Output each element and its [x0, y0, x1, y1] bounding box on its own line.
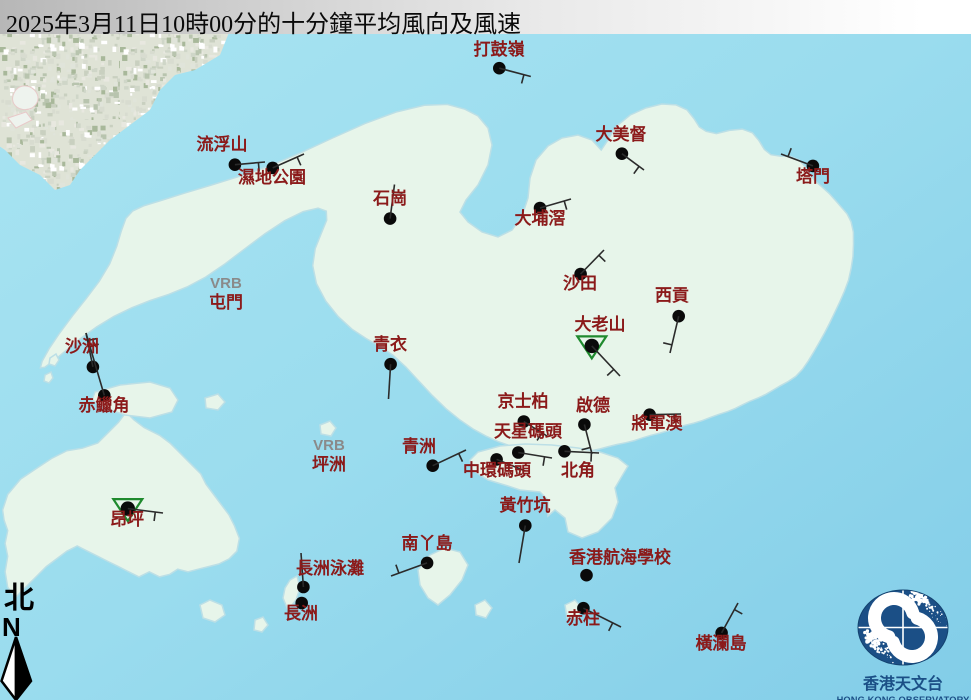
svg-text:青衣: 青衣 [373, 334, 407, 354]
svg-text:啟德: 啟德 [576, 395, 610, 415]
svg-text:沙田: 沙田 [563, 274, 597, 293]
svg-text:北: 北 [4, 582, 34, 615]
svg-text:長洲泳灘: 長洲泳灘 [296, 558, 364, 578]
svg-text:打鼓嶺: 打鼓嶺 [474, 39, 525, 59]
svg-text:屯門: 屯門 [209, 292, 243, 312]
svg-text:塔門: 塔門 [796, 166, 830, 186]
svg-text:北角: 北角 [561, 460, 595, 480]
svg-text:赤鱲角: 赤鱲角 [79, 395, 130, 415]
svg-text:中環碼頭: 中環碼頭 [463, 460, 532, 480]
svg-text:橫瀾島: 橫瀾島 [696, 633, 747, 653]
svg-text:坪洲: 坪洲 [312, 455, 346, 474]
svg-text:黃竹坑: 黃竹坑 [499, 495, 551, 515]
svg-text:香港航海學校: 香港航海學校 [569, 547, 672, 567]
svg-text:沙洲: 沙洲 [65, 337, 99, 356]
svg-text:VRB: VRB [313, 437, 345, 454]
svg-text:大老山: 大老山 [575, 314, 626, 334]
svg-text:流浮山: 流浮山 [197, 134, 248, 154]
svg-text:石崗: 石崗 [372, 189, 407, 208]
svg-text:將軍澳: 將軍澳 [632, 413, 684, 433]
svg-text:大美督: 大美督 [596, 124, 647, 144]
svg-text:天星碼頭: 天星碼頭 [494, 422, 563, 441]
svg-text:濕地公園: 濕地公園 [238, 167, 306, 187]
svg-text:西貢: 西貢 [655, 286, 689, 305]
svg-text:VRB: VRB [210, 275, 242, 292]
svg-text:青洲: 青洲 [402, 436, 436, 456]
svg-text:南丫島: 南丫島 [402, 533, 453, 553]
svg-text:昂坪: 昂坪 [110, 510, 144, 529]
svg-text:大埔滘: 大埔滘 [515, 208, 566, 228]
svg-text:HONG KONG OBSERVATORY: HONG KONG OBSERVATORY [837, 695, 970, 700]
svg-text:長洲: 長洲 [284, 604, 318, 623]
svg-text:京士柏: 京士柏 [498, 391, 549, 411]
svg-text:香港天文台: 香港天文台 [862, 674, 943, 693]
svg-text:赤柱: 赤柱 [566, 608, 600, 628]
